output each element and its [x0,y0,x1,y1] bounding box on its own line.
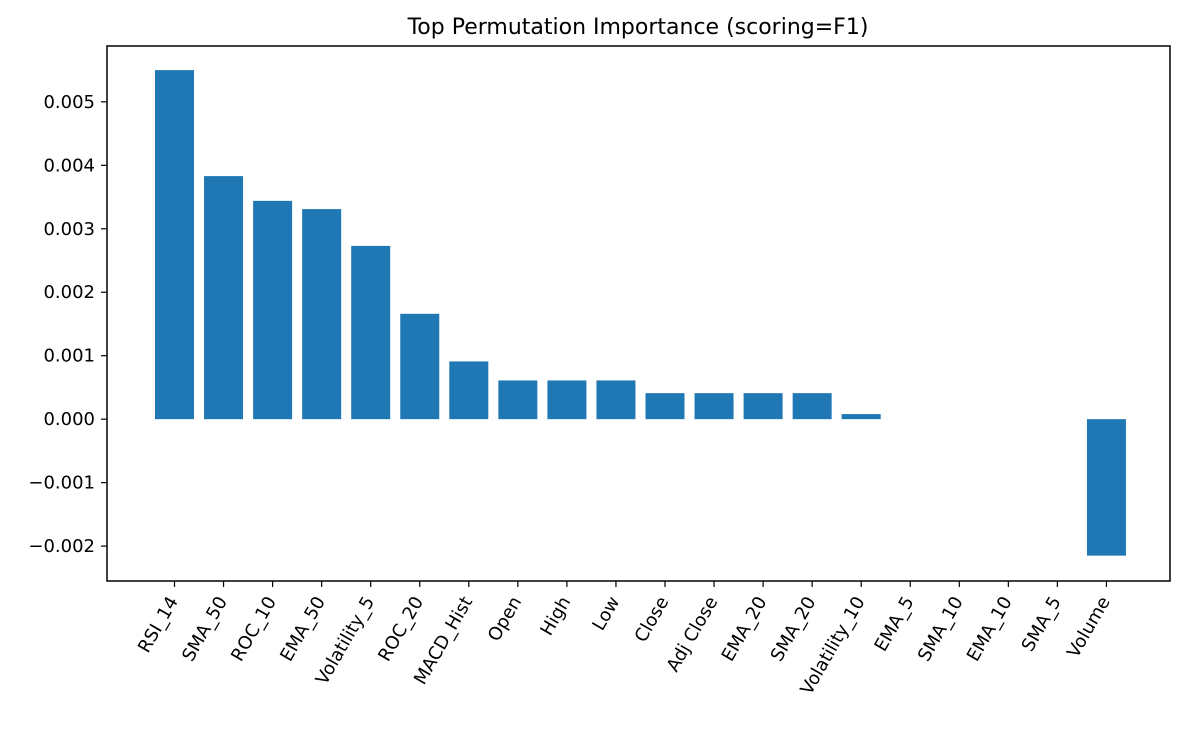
x-tick-label: RSI_14 [134,593,183,656]
bar-volatility_10 [841,414,881,420]
bar-roc_20 [400,313,440,420]
bar-rsi_14 [155,70,194,420]
x-tick-label: SMA_20 [767,593,821,665]
bars-group [155,70,1126,556]
x-tick-label: EMA_20 [718,593,772,665]
plot-frame [106,45,1171,582]
x-tick-label: SMA_5 [1018,593,1066,655]
x-tick-label: EMA_5 [871,593,919,655]
bar-high [547,380,587,420]
bar-adj-close [694,393,734,420]
x-tick-label: SMA_50 [178,593,232,665]
y-tick-label: 0.005 [43,92,95,113]
bar-ema_20 [743,393,783,420]
x-tick-label: High [536,593,575,639]
bar-sma_20 [792,393,832,420]
chart-title: Top Permutation Importance (scoring=F1) [407,15,869,40]
bar-open [498,380,538,420]
x-tick-label: Low [588,593,624,634]
bar-close [645,393,685,420]
x-tick-label: ROC_20 [374,593,428,665]
bar-volatility_5 [351,245,391,420]
y-axis: 0.005 0.004 0.003 0.002 0.001 0.000 −0.001 −0.0… [28,92,107,557]
bar-macd_hist [449,361,489,420]
x-tick-label: Volume [1063,593,1115,661]
y-tick-label: −0.002 [28,536,95,557]
bar-sma_50 [204,176,244,420]
x-tick-label: Close [631,593,674,646]
x-axis: RSI_14SMA_50ROC_10EMA_50Volatility_5ROC_… [134,581,1115,698]
x-tick-label: EMA_10 [963,593,1017,665]
x-tick-label: SMA_10 [914,593,968,665]
y-tick-label: 0.004 [43,155,95,176]
bar-low [596,380,636,420]
y-tick-label: 0.000 [43,409,95,430]
bar-volume [1086,419,1126,556]
x-tick-label: EMA_50 [276,593,330,665]
bar-ema_50 [302,209,342,420]
x-tick-label: ROC_10 [227,593,281,665]
y-tick-label: 0.003 [43,219,95,240]
y-tick-label: 0.002 [43,282,95,303]
bar-roc_10 [253,200,293,420]
x-tick-label: Open [484,593,526,645]
y-tick-label: −0.001 [28,473,95,494]
y-tick-label: 0.001 [43,346,95,367]
